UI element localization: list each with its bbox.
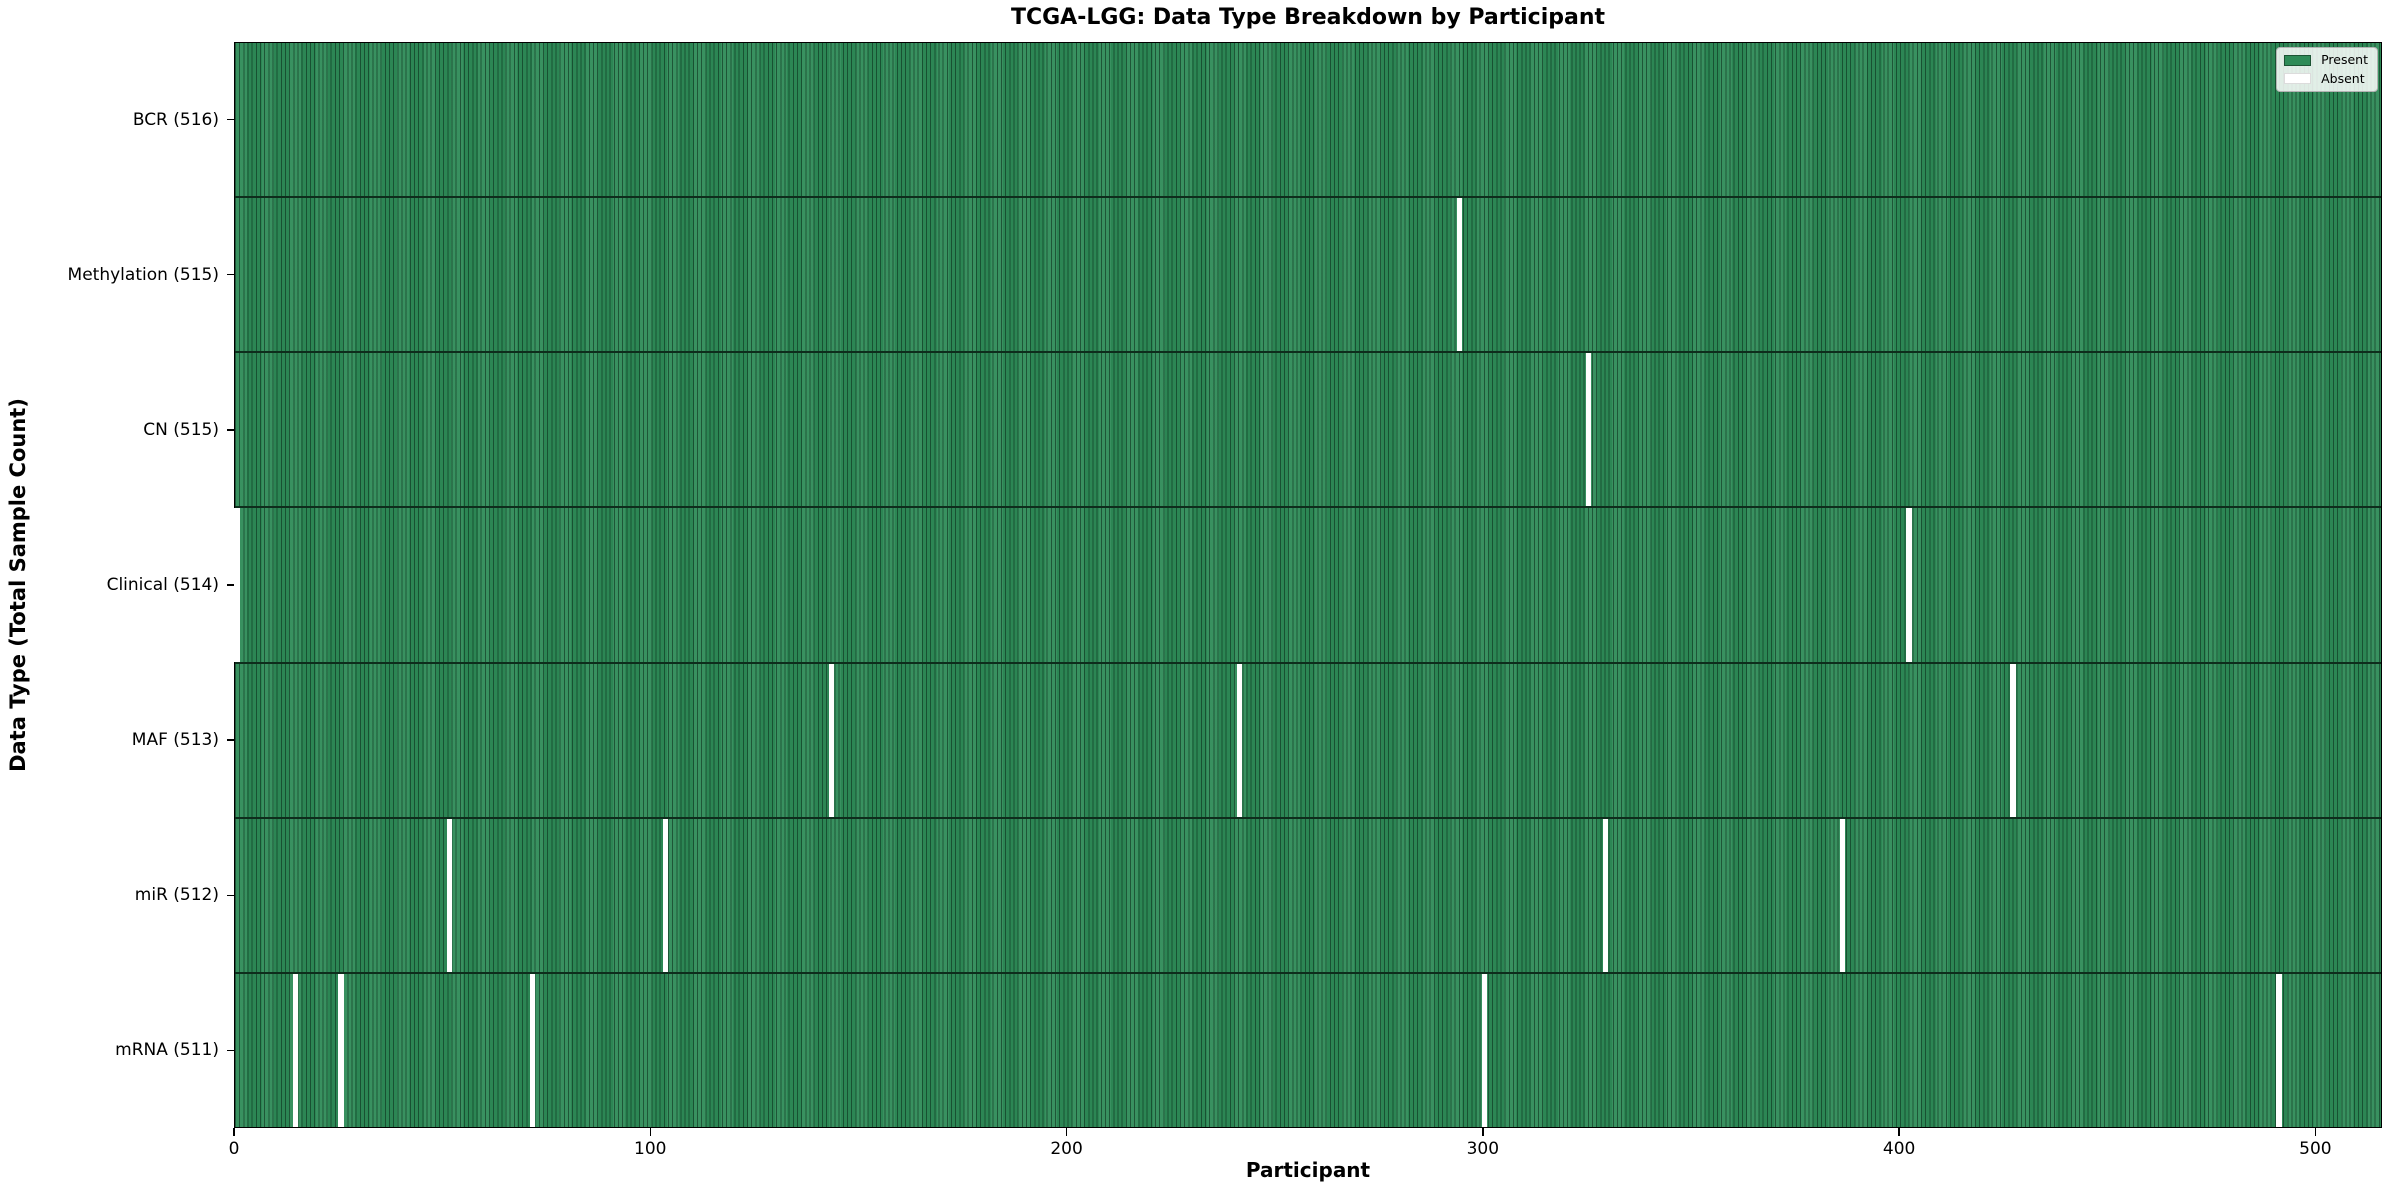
- y-tick-label: CN (515): [143, 419, 219, 440]
- y-tick-mark: [227, 273, 234, 276]
- legend-present-label: Present: [2321, 52, 2368, 67]
- y-tick-label: BCR (516): [132, 109, 219, 130]
- heatmap-rows: [234, 43, 2381, 1127]
- x-tick-label: 0: [228, 1139, 240, 1159]
- legend: Present Absent: [2276, 47, 2378, 92]
- plot-area: Present Absent: [234, 42, 2382, 1128]
- heatmap-row-clinical: [234, 506, 2381, 662]
- y-tick-mark: [227, 894, 234, 897]
- absent-gap: [662, 818, 669, 972]
- legend-item-present: Present: [2284, 52, 2368, 67]
- chart-title: TCGA-LGG: Data Type Breakdown by Partici…: [1010, 5, 1606, 30]
- absent-gap: [1839, 818, 1846, 972]
- y-tick-mark: [227, 1049, 234, 1052]
- y-tick-label: MAF (513): [131, 730, 219, 751]
- x-tick-mark: [649, 1128, 652, 1136]
- y-tick-mark: [227, 118, 234, 121]
- x-tick-label: 400: [1882, 1139, 1916, 1159]
- x-tick-mark: [2314, 1128, 2317, 1136]
- absent-gap: [2010, 663, 2016, 817]
- heatmap-row-mir: [235, 816, 2381, 972]
- y-tick-label: Methylation (515): [67, 264, 219, 285]
- absent-gap: [2276, 973, 2282, 1127]
- legend-present-swatch: [2284, 54, 2312, 66]
- absent-gap: [1586, 353, 1592, 507]
- x-tick-mark: [233, 1128, 235, 1136]
- legend-absent-label: Absent: [2321, 70, 2365, 86]
- heatmap-row-maf: [235, 661, 2381, 817]
- absent-gap: [1482, 973, 1488, 1127]
- heatmap-row-mrna: [235, 971, 2381, 1127]
- y-axis-ticks: BCR (516) Methylation (515) CN (515) Clinic…: [0, 42, 234, 1128]
- y-tick-mark: [227, 429, 234, 431]
- absent-gap: [1457, 198, 1463, 352]
- legend-item-absent: Absent: [2284, 70, 2368, 86]
- absent-gap: [1602, 818, 1609, 972]
- heatmap-row-methylation: [235, 196, 2381, 352]
- x-tick-mark: [1898, 1128, 1900, 1136]
- absent-gap: [829, 663, 835, 817]
- y-tick-mark: [227, 739, 234, 741]
- absent-gap: [292, 973, 298, 1127]
- absent-gap: [1906, 508, 1912, 662]
- x-axis-title: Participant: [1245, 1158, 1371, 1182]
- heatmap-row-cn: [235, 351, 2381, 507]
- y-tick-label: miR (512): [134, 885, 219, 906]
- y-tick-mark: [227, 584, 234, 586]
- x-tick-label: 300: [1466, 1139, 1500, 1159]
- absent-gap: [446, 818, 452, 972]
- legend-absent-swatch: [2284, 73, 2312, 85]
- x-tick-mark: [1065, 1128, 1068, 1136]
- heatmap-row-bcr: [235, 43, 2381, 197]
- absent-gap: [1236, 663, 1243, 817]
- x-tick-label: 500: [2299, 1139, 2332, 1159]
- absent-gap: [529, 973, 536, 1127]
- y-tick-label: mRNA (511): [115, 1040, 219, 1061]
- x-tick-label: 200: [1050, 1139, 1083, 1159]
- x-tick-mark: [1482, 1128, 1484, 1136]
- absent-gap: [338, 973, 344, 1127]
- x-axis-ticks: 0 100 200 300 400 500: [229, 1128, 2382, 1174]
- absent-gap: [234, 508, 240, 662]
- y-tick-label: Clinical (514): [106, 575, 219, 595]
- x-tick-label: 100: [634, 1139, 667, 1159]
